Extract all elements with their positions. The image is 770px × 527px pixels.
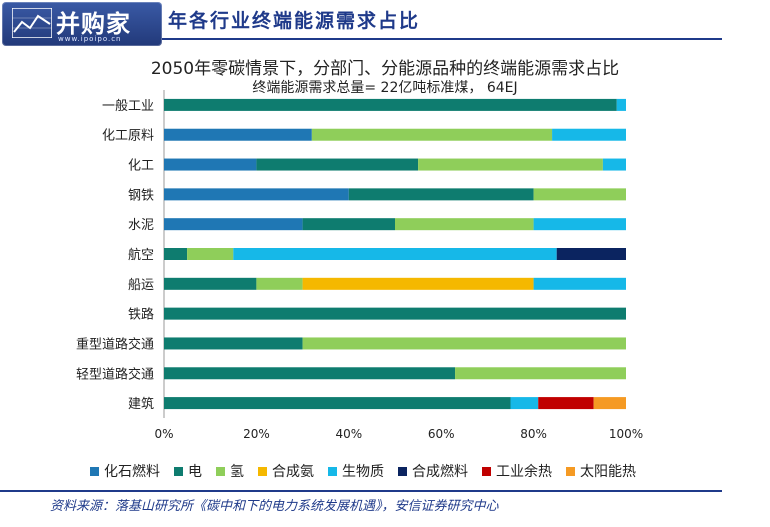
bar-segment [455, 367, 626, 380]
legend-item: 太阳能热 [566, 461, 636, 481]
category-label: 重型道路交通 [76, 336, 154, 352]
bar-segment [538, 397, 594, 410]
bar-segment [164, 277, 257, 290]
bar-segment [302, 277, 534, 290]
bar-segment [164, 98, 617, 111]
legend-label: 电 [188, 464, 202, 480]
bar-segment [302, 337, 626, 350]
legend-label: 合成燃料 [412, 464, 468, 480]
bar-segment [302, 218, 395, 231]
legend-item: 工业余热 [482, 461, 552, 481]
legend-item: 氢 [216, 461, 244, 481]
bar-segment [395, 218, 534, 231]
legend-item: 化石燃料 [90, 461, 160, 481]
bar-segment [602, 158, 626, 171]
category-label: 钢铁 [128, 188, 154, 203]
x-tick-label: 100% [609, 427, 643, 441]
category-label: 建筑 [128, 396, 154, 412]
bar-segment [533, 277, 626, 290]
bar-segment [533, 188, 626, 201]
legend-item: 生物质 [328, 461, 384, 481]
bar-segment [256, 277, 303, 290]
bar-segment [593, 397, 626, 410]
legend-label: 氢 [230, 464, 244, 480]
category-label: 轻型道路交通 [76, 366, 154, 382]
page-title: 年各行业终端能源需求占比 [168, 10, 421, 32]
x-tick-label: 20% [243, 427, 270, 441]
category-label: 化工原料 [102, 129, 154, 144]
bar-segment [616, 98, 626, 111]
footer-divider [0, 490, 722, 492]
legend-label: 太阳能热 [580, 464, 636, 480]
legend-item: 电 [174, 461, 202, 481]
legend-swatch [258, 466, 267, 476]
bar-segment [187, 248, 234, 260]
legend-label: 合成氨 [272, 464, 314, 480]
bar-segment [348, 188, 534, 201]
bar-segment [552, 128, 626, 141]
bar-segment [510, 397, 539, 410]
legend-swatch [328, 466, 337, 476]
legend-swatch [398, 466, 407, 476]
legend-label: 化石燃料 [104, 464, 160, 480]
bar-segment [164, 367, 456, 380]
chart-subtitle: 终端能源需求总量= 22亿吨标准煤， 64EJ [252, 80, 518, 96]
legend-swatch [482, 466, 491, 476]
legend-swatch [90, 466, 99, 476]
chart-title: 2050年零碳情景下，分部门、分能源品种的终端能源需求占比 [150, 59, 620, 79]
category-label: 一般工业 [102, 98, 154, 114]
legend-item: 合成氨 [258, 461, 314, 481]
category-label: 航空 [128, 247, 154, 263]
bar-segment [256, 158, 419, 171]
bar-segment [556, 248, 626, 260]
bar-segment [164, 218, 303, 231]
x-tick-label: 80% [520, 427, 547, 441]
category-label: 铁路 [128, 307, 154, 323]
bar-segment [233, 248, 557, 260]
chart-logo-icon [12, 8, 52, 38]
legend-item: 合成燃料 [398, 461, 468, 481]
bar-segment [533, 218, 626, 231]
legend-swatch [216, 466, 225, 476]
chart-legend: 化石燃料 电 氢 合成氨 生物质 合成燃料 工业余热 太阳能热 [90, 461, 636, 481]
legend-label: 工业余热 [496, 464, 552, 480]
x-tick-label: 0% [154, 427, 173, 441]
bar-segment [311, 128, 553, 141]
x-tick-label: 40% [335, 427, 362, 441]
bar-segment [164, 248, 188, 260]
bar-segment [164, 337, 303, 350]
bar-segment [164, 158, 257, 171]
source-note: 资料来源：落基山研究所《碳中和下的电力系统发展机遇》，安信证券研究中心 [50, 499, 499, 514]
category-label: 化工 [128, 159, 154, 174]
category-label: 水泥 [128, 218, 154, 233]
logo-text: 并购家 [56, 10, 131, 38]
bar-segment [164, 188, 349, 201]
legend-swatch [566, 466, 575, 476]
legend-label: 生物质 [342, 464, 384, 480]
category-label: 船运 [128, 278, 154, 293]
legend-swatch [174, 466, 183, 476]
x-tick-label: 60% [428, 427, 455, 441]
logo-url: www.ipoipo.cn [58, 35, 122, 43]
header-divider [162, 38, 722, 40]
bar-segment [418, 158, 603, 171]
bar-segment [164, 307, 626, 320]
bar-segment [164, 397, 511, 410]
bar-segment [164, 128, 312, 141]
site-logo[interactable]: 并购家 www.ipoipo.cn [2, 2, 162, 46]
